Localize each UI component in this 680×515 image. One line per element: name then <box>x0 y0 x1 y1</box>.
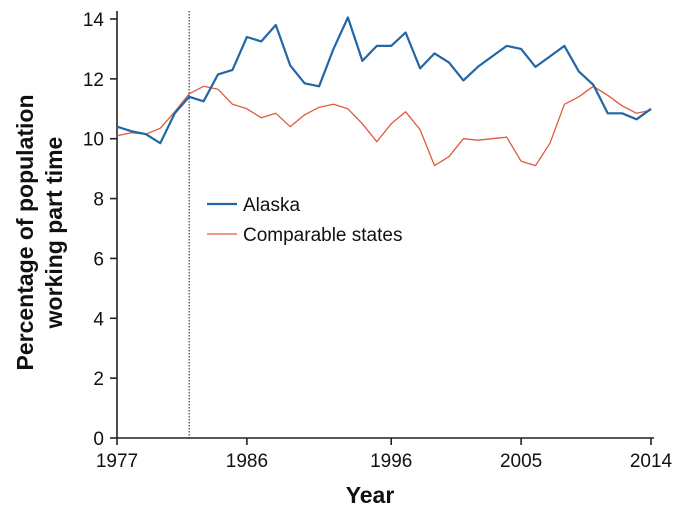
x-tick-label: 1977 <box>96 451 138 472</box>
series-line-alaska <box>116 16 652 145</box>
y-tick-label: 0 <box>93 429 104 450</box>
legend-label: Comparable states <box>243 225 402 246</box>
y-tick-label: 4 <box>93 309 104 330</box>
y-axis-title-line-1: Percentage of population <box>12 94 38 370</box>
y-tick-label: 8 <box>93 190 104 211</box>
y-axis-title: Percentage of population working part tim… <box>12 94 67 370</box>
y-tick-label: 2 <box>93 369 104 390</box>
y-axis-title-line-2: working part time <box>41 137 67 330</box>
series-line-comparable-states <box>116 85 652 167</box>
x-tick-label: 1996 <box>370 451 412 472</box>
y-tick-label: 12 <box>83 70 104 91</box>
y-tick-label: 14 <box>83 10 105 31</box>
y-tick-label: 6 <box>93 249 104 270</box>
legend-label: Alaska <box>243 195 300 216</box>
y-tick-label: 10 <box>83 130 104 151</box>
x-tick-label: 2005 <box>500 451 542 472</box>
legend: Alaska Comparable states <box>207 195 402 246</box>
x-axis-title: Year <box>346 482 395 508</box>
x-tick-label: 1986 <box>226 451 268 472</box>
axis-titles: Year Percentage of population working part… <box>12 94 394 508</box>
x-tick-label: 2014 <box>630 451 673 472</box>
series-group <box>116 16 652 167</box>
axes: 0 2 4 6 8 10 12 14 1977 1986 1996 2005 2014 <box>83 10 673 472</box>
